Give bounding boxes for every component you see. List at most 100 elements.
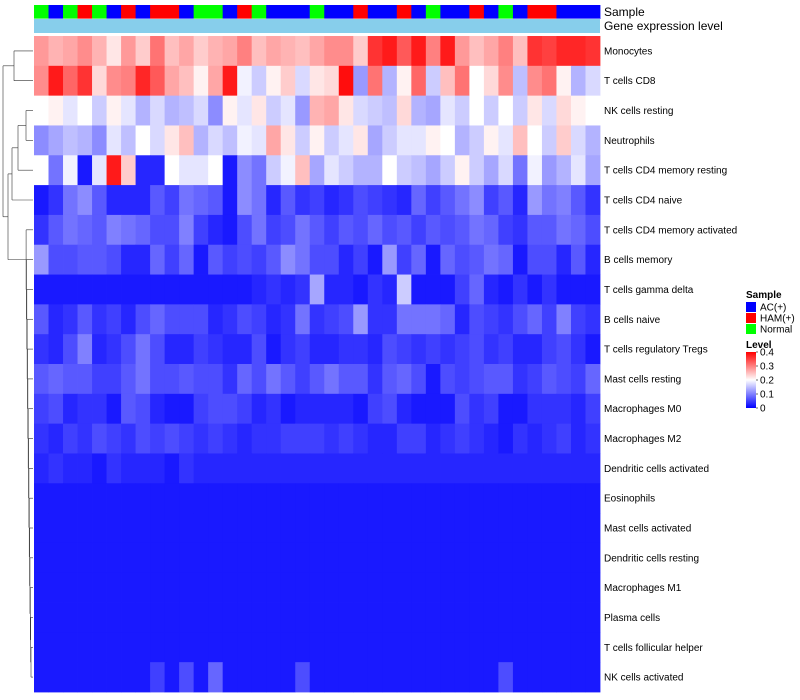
heatmap-cell (237, 393, 253, 425)
heatmap-cell (440, 542, 456, 574)
heatmap-cell (150, 453, 166, 484)
heatmap-cell (222, 244, 238, 275)
heatmap-cell (324, 393, 340, 425)
heatmap-cell (237, 542, 253, 574)
heatmap-cell (483, 602, 499, 633)
heatmap-cell (353, 602, 369, 633)
heatmap-cell (121, 214, 136, 246)
heatmap-cell (498, 185, 514, 216)
heatmap-cell (295, 244, 311, 275)
heatmap-cell (251, 423, 267, 454)
heatmap-cell (150, 602, 166, 633)
heatmap-cell (106, 542, 122, 574)
heatmap-cell (353, 95, 369, 126)
heatmap-cell (309, 36, 325, 67)
heatmap-cell (411, 542, 427, 574)
heatmap-cell (512, 632, 528, 663)
heatmap-cell (556, 185, 572, 216)
heatmap-cell (193, 36, 209, 67)
heatmap-cell (454, 364, 470, 395)
heatmap-cell (106, 334, 122, 365)
heatmap-cell (570, 483, 586, 514)
heatmap-cell (179, 393, 195, 425)
heatmap-cell (106, 304, 122, 335)
heatmap-cell (150, 155, 166, 186)
heatmap-cell (425, 483, 441, 514)
heatmap-cell (527, 274, 543, 305)
heatmap-cell (570, 65, 586, 97)
heatmap-cell (570, 274, 586, 305)
heatmap-cell (527, 36, 543, 67)
heatmap-cell (266, 334, 282, 365)
heatmap-cell (440, 483, 456, 514)
heatmap-cell (483, 453, 499, 484)
heatmap-cell (135, 36, 151, 67)
sample-legend-swatch (746, 324, 756, 334)
heatmap-cell (150, 572, 166, 603)
heatmap-cell (309, 334, 325, 365)
heatmap-cell (411, 662, 427, 693)
heatmap-cell (193, 185, 209, 216)
heatmap-cell (425, 185, 441, 216)
heatmap-cell (77, 453, 93, 484)
heatmap-cell (77, 125, 93, 156)
heatmap-cell (324, 155, 340, 186)
heatmap-cell (556, 214, 572, 246)
heatmap-cell (541, 364, 557, 395)
heatmap-cell (556, 65, 572, 97)
heatmap-cell (77, 304, 93, 335)
row-label: Macrophages M0 (604, 404, 682, 415)
heatmap-cell (266, 95, 282, 126)
heatmap-cell (48, 65, 64, 97)
heatmap-cell (425, 244, 441, 275)
heatmap-cell (251, 393, 267, 425)
heatmap-cell (411, 304, 427, 335)
heatmap-cell (396, 483, 412, 514)
heatmap-cell (121, 572, 136, 603)
heatmap-cell (106, 364, 122, 395)
heatmap-cell (382, 662, 398, 693)
heatmap-cell (280, 214, 296, 246)
heatmap-cell (324, 662, 340, 693)
heatmap-cell (266, 214, 282, 246)
sample-annotation-cell (425, 5, 441, 19)
heatmap-cell (469, 513, 485, 544)
heatmap-cell (338, 602, 354, 633)
heatmap-cell (251, 244, 267, 275)
heatmap-cell (512, 483, 528, 514)
heatmap-cell (527, 155, 543, 186)
heatmap-cell (541, 662, 557, 693)
heatmap-cell (324, 244, 340, 275)
heatmap-cell (512, 214, 528, 246)
heatmap-cell (237, 662, 253, 693)
heatmap-cell (295, 513, 311, 544)
sample-annotation-cell (483, 5, 499, 19)
heatmap-cell (556, 244, 572, 275)
heatmap-cell (396, 393, 412, 425)
heatmap-cell (237, 155, 253, 186)
heatmap-cell (512, 125, 528, 156)
heatmap-cell (585, 453, 601, 484)
heatmap-cell (266, 513, 282, 544)
heatmap-cell (179, 155, 195, 186)
sample-annotation-cell (164, 5, 180, 19)
heatmap-cell (150, 662, 166, 693)
heatmap-cell (222, 632, 238, 663)
heatmap-cell (135, 214, 151, 246)
heatmap-cell (469, 95, 485, 126)
heatmap-cell (353, 125, 369, 156)
heatmap-cell (179, 36, 195, 67)
heatmap-cell (483, 423, 499, 454)
heatmap-cell (440, 185, 456, 216)
heatmap-cell (106, 155, 122, 186)
heatmap-cell (179, 125, 195, 156)
heatmap-cell (396, 65, 412, 97)
heatmap-cell (150, 214, 166, 246)
heatmap-cell (121, 244, 136, 275)
heatmap-cell (34, 274, 49, 305)
heatmap-cell (237, 65, 253, 97)
heatmap-cell (541, 334, 557, 365)
heatmap-cell (48, 453, 64, 484)
heatmap-cell (309, 65, 325, 97)
heatmap-cell (135, 185, 151, 216)
